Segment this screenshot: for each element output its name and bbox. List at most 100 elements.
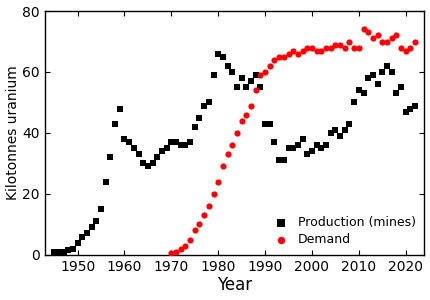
Demand	[298, 48, 305, 53]
Production (mines)	[401, 109, 408, 114]
Production (mines)	[233, 85, 240, 90]
Demand	[378, 39, 385, 44]
Production (mines)	[336, 134, 343, 138]
Production (mines)	[74, 240, 81, 245]
Production (mines)	[270, 140, 277, 145]
Production (mines)	[341, 128, 347, 132]
Demand	[373, 33, 380, 38]
Demand	[238, 118, 245, 123]
Y-axis label: Kilotonnes uranium: Kilotonnes uranium	[6, 66, 19, 200]
Production (mines)	[345, 122, 352, 126]
Production (mines)	[308, 149, 315, 154]
Production (mines)	[158, 149, 165, 154]
Production (mines)	[261, 122, 268, 126]
Demand	[191, 228, 198, 233]
Production (mines)	[396, 85, 403, 90]
Demand	[294, 51, 301, 56]
Demand	[308, 45, 315, 50]
Production (mines)	[83, 231, 90, 236]
Legend: Production (mines), Demand: Production (mines), Demand	[266, 214, 417, 249]
Production (mines)	[64, 248, 71, 253]
Production (mines)	[181, 143, 188, 148]
Production (mines)	[200, 103, 207, 108]
Production (mines)	[51, 249, 58, 254]
Production (mines)	[364, 76, 371, 80]
Production (mines)	[355, 88, 362, 93]
Demand	[181, 243, 188, 248]
Demand	[205, 204, 212, 208]
Production (mines)	[186, 140, 193, 145]
Demand	[252, 88, 258, 93]
Demand	[392, 33, 399, 38]
Demand	[387, 36, 394, 41]
Production (mines)	[280, 158, 287, 163]
Demand	[247, 103, 254, 108]
Production (mines)	[322, 143, 329, 148]
Demand	[326, 45, 333, 50]
Demand	[186, 237, 193, 242]
Demand	[317, 48, 324, 53]
Demand	[284, 51, 291, 56]
Production (mines)	[256, 85, 263, 90]
Demand	[261, 70, 268, 74]
Demand	[369, 36, 375, 41]
Demand	[172, 249, 179, 254]
Demand	[406, 45, 413, 50]
Production (mines)	[373, 82, 380, 87]
Production (mines)	[313, 143, 319, 148]
Production (mines)	[88, 225, 95, 230]
Demand	[209, 191, 216, 196]
Production (mines)	[411, 103, 418, 108]
Production (mines)	[228, 70, 235, 74]
Demand	[233, 130, 240, 135]
Production (mines)	[331, 128, 338, 132]
Production (mines)	[154, 155, 160, 160]
Demand	[322, 45, 329, 50]
Demand	[200, 213, 207, 218]
Demand	[177, 246, 184, 251]
Production (mines)	[205, 100, 212, 105]
Production (mines)	[168, 140, 175, 145]
Production (mines)	[243, 85, 249, 90]
Production (mines)	[289, 146, 296, 151]
Production (mines)	[93, 219, 100, 224]
Demand	[355, 45, 362, 50]
Production (mines)	[406, 106, 413, 111]
Demand	[289, 48, 296, 53]
Production (mines)	[116, 106, 123, 111]
Production (mines)	[196, 115, 203, 120]
Production (mines)	[369, 73, 375, 77]
Production (mines)	[317, 146, 324, 151]
Demand	[275, 54, 282, 59]
Demand	[256, 73, 263, 77]
Production (mines)	[126, 140, 132, 145]
Production (mines)	[238, 76, 245, 80]
Production (mines)	[214, 51, 221, 56]
Production (mines)	[163, 146, 170, 151]
Production (mines)	[350, 100, 357, 105]
Production (mines)	[149, 161, 156, 166]
Demand	[243, 112, 249, 117]
Demand	[214, 179, 221, 184]
Production (mines)	[55, 249, 62, 254]
Production (mines)	[121, 136, 128, 141]
Production (mines)	[172, 140, 179, 145]
Production (mines)	[79, 234, 86, 239]
Demand	[228, 143, 235, 148]
Demand	[270, 57, 277, 62]
Production (mines)	[69, 246, 76, 251]
Production (mines)	[326, 130, 333, 135]
Production (mines)	[387, 70, 394, 74]
Production (mines)	[97, 207, 104, 212]
Demand	[168, 251, 175, 256]
Production (mines)	[177, 143, 184, 148]
Production (mines)	[303, 152, 310, 157]
Production (mines)	[135, 152, 141, 157]
Production (mines)	[294, 143, 301, 148]
Production (mines)	[224, 64, 230, 68]
Production (mines)	[107, 155, 114, 160]
Production (mines)	[209, 73, 216, 77]
X-axis label: Year: Year	[217, 276, 252, 294]
Demand	[196, 222, 203, 227]
Production (mines)	[111, 122, 118, 126]
